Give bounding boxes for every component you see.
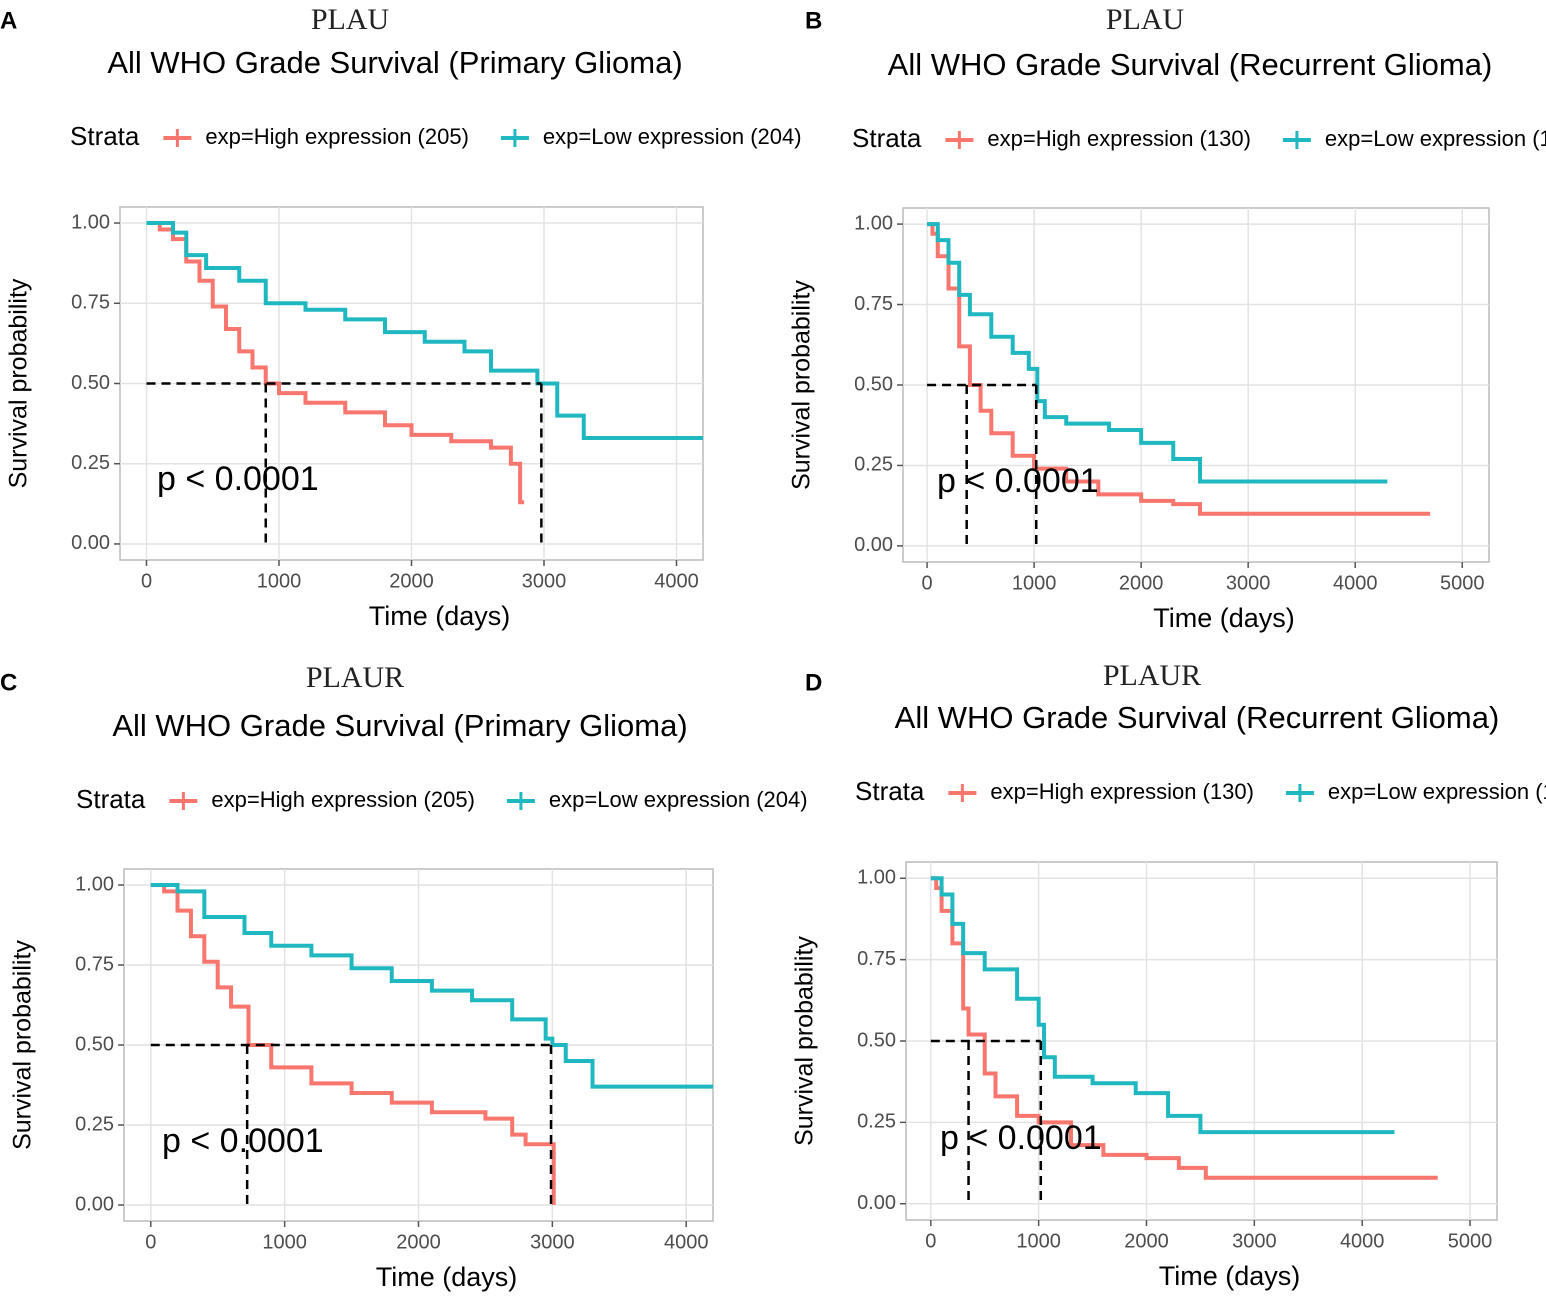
x-tick-label: 2000: [396, 1231, 441, 1253]
x-tick-label: 2000: [1124, 1230, 1169, 1252]
y-tick-label: 0.25: [857, 1111, 896, 1133]
x-tick-label: 4000: [1340, 1230, 1385, 1252]
y-tick-label: 0.75: [857, 948, 896, 970]
annotation: p < 0.0001: [940, 1119, 1102, 1157]
legend-title: Strata: [852, 123, 922, 153]
annotation: p < 0.0001: [937, 462, 1099, 500]
x-tick-label: 4000: [1333, 572, 1378, 594]
y-axis-label: Survival probability: [9, 940, 37, 1150]
legend-title: Strata: [70, 121, 140, 151]
gene-title: PLAUR: [1103, 659, 1201, 692]
gene-title: PLAU: [311, 3, 390, 36]
gene-title: PLAUR: [306, 661, 404, 694]
x-tick-label: 0: [145, 1231, 156, 1253]
legend-label: exp=High expression (205): [205, 124, 469, 149]
y-tick-label: 0.00: [854, 534, 893, 556]
y-tick-label: 1.00: [854, 212, 893, 234]
gene-title: PLAU: [1106, 3, 1185, 36]
legend-label: exp=Low expression (129): [1325, 126, 1546, 151]
x-tick-label: 4000: [654, 570, 699, 592]
x-tick-label: 3000: [1226, 572, 1271, 594]
y-tick-label: 0.75: [854, 293, 893, 315]
y-tick-label: 0.25: [75, 1113, 114, 1135]
chart-title: All WHO Grade Survival (Primary Glioma): [107, 45, 682, 80]
y-tick-label: 0.75: [75, 953, 114, 975]
y-tick-label: 1.00: [71, 211, 110, 233]
x-tick-label: 3000: [522, 570, 567, 592]
x-tick-label: 0: [141, 570, 152, 592]
legend-label: exp=Low expression (204): [543, 124, 802, 149]
legend-label: exp=High expression (130): [987, 126, 1251, 151]
x-tick-label: 0: [925, 1230, 936, 1252]
y-tick-label: 0.00: [75, 1193, 114, 1215]
annotation: p < 0.0001: [162, 1122, 324, 1160]
x-tick-label: 0: [922, 572, 933, 594]
y-axis-label: Survival probability: [788, 280, 816, 490]
y-tick-label: 0.50: [71, 372, 110, 394]
y-axis-label: Survival probability: [5, 278, 33, 488]
survival-curve: [150, 883, 556, 1205]
x-tick-label: 5000: [1448, 1230, 1493, 1252]
y-tick-label: 0.50: [75, 1033, 114, 1055]
survival-curve: [930, 876, 1395, 1135]
survival-curve: [927, 222, 1388, 484]
legend-title: Strata: [76, 784, 146, 814]
x-axis-label: Time (days): [1153, 603, 1295, 633]
x-axis-label: Time (days): [376, 1262, 518, 1292]
y-axis-label: Survival probability: [791, 936, 819, 1146]
x-axis-label: Time (days): [1159, 1261, 1301, 1291]
legend-label: exp=Low expression (129): [1328, 779, 1546, 804]
y-tick-label: 1.00: [75, 873, 114, 895]
survival-curve: [150, 883, 713, 1089]
x-tick-label: 3000: [1232, 1230, 1277, 1252]
y-tick-label: 0.25: [854, 454, 893, 476]
chart-title: All WHO Grade Survival (Primary Glioma): [112, 708, 687, 743]
x-axis-label: Time (days): [369, 601, 511, 631]
y-tick-label: 0.25: [71, 452, 110, 474]
x-tick-label: 2000: [1119, 572, 1164, 594]
x-tick-label: 1000: [262, 1231, 307, 1253]
y-tick-label: 0.50: [854, 373, 893, 395]
x-tick-label: 1000: [1016, 1230, 1061, 1252]
x-tick-label: 1000: [1012, 572, 1057, 594]
panel-label: B: [805, 7, 822, 34]
x-tick-label: 5000: [1440, 572, 1485, 594]
legend-label: exp=Low expression (204): [549, 787, 808, 812]
annotation: p < 0.0001: [157, 460, 319, 498]
legend-label: exp=High expression (205): [211, 787, 475, 812]
panel-label: C: [0, 669, 17, 696]
y-tick-label: 0.00: [71, 532, 110, 554]
chart-title: All WHO Grade Survival (Recurrent Glioma…: [888, 47, 1493, 82]
legend-label: exp=High expression (130): [990, 779, 1254, 804]
x-tick-label: 4000: [664, 1231, 709, 1253]
y-tick-label: 0.00: [857, 1192, 896, 1214]
y-tick-label: 0.75: [71, 292, 110, 314]
panel-label: D: [805, 669, 822, 696]
panel-label: A: [0, 7, 17, 34]
x-tick-label: 1000: [257, 570, 302, 592]
y-tick-label: 1.00: [857, 867, 896, 889]
y-tick-label: 0.50: [857, 1029, 896, 1051]
x-tick-label: 2000: [389, 570, 434, 592]
x-tick-label: 3000: [530, 1231, 575, 1253]
chart-title: All WHO Grade Survival (Recurrent Glioma…: [895, 700, 1500, 735]
legend-title: Strata: [855, 776, 925, 806]
